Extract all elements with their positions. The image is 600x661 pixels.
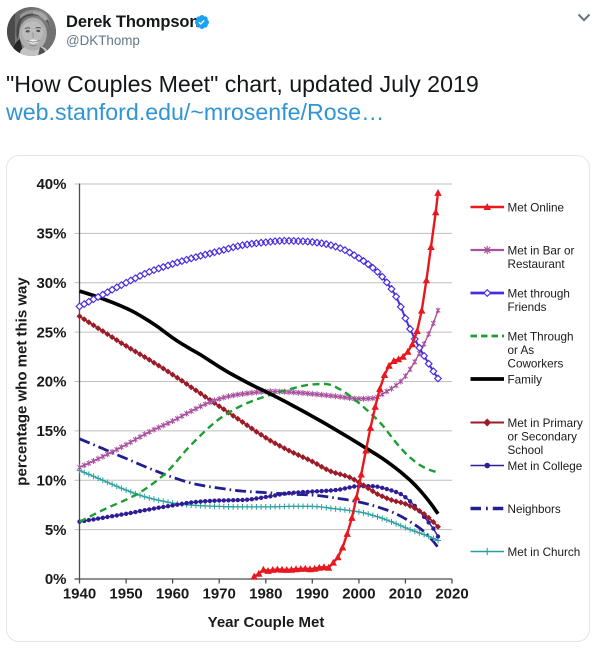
svg-text:Met Through: Met Through <box>508 330 574 343</box>
svg-text:Met in Bar or: Met in Bar or <box>508 244 575 257</box>
svg-text:0%: 0% <box>45 571 67 588</box>
svg-text:Neighbors: Neighbors <box>508 503 561 516</box>
svg-text:20%: 20% <box>36 374 66 391</box>
svg-text:2010: 2010 <box>389 586 422 603</box>
svg-text:Met through: Met through <box>508 287 570 300</box>
svg-text:Friends: Friends <box>508 301 547 314</box>
svg-text:Met Online: Met Online <box>508 201 565 214</box>
svg-text:1960: 1960 <box>156 586 189 603</box>
svg-text:or As: or As <box>508 344 535 357</box>
svg-text:1990: 1990 <box>296 586 329 603</box>
svg-text:Met in Primary: Met in Primary <box>508 417 583 430</box>
svg-text:School: School <box>508 444 544 457</box>
svg-text:Restaurant: Restaurant <box>508 258 566 271</box>
svg-text:30%: 30% <box>36 275 66 292</box>
svg-text:5%: 5% <box>45 522 67 539</box>
svg-text:10%: 10% <box>36 472 66 489</box>
svg-text:Coworkers: Coworkers <box>508 357 564 370</box>
svg-text:percentage who met this way: percentage who met this way <box>14 277 31 486</box>
svg-text:35%: 35% <box>36 226 66 243</box>
svg-text:Met in Church: Met in Church <box>508 546 581 559</box>
svg-text:Year Couple Met: Year Couple Met <box>208 614 325 631</box>
svg-text:Met in College: Met in College <box>508 460 583 473</box>
svg-text:1980: 1980 <box>249 586 282 603</box>
svg-text:2000: 2000 <box>342 586 375 603</box>
svg-text:1940: 1940 <box>63 586 96 603</box>
svg-text:40%: 40% <box>36 176 66 193</box>
svg-text:1950: 1950 <box>109 586 142 603</box>
svg-text:25%: 25% <box>36 324 66 341</box>
svg-text:Family: Family <box>508 373 543 386</box>
svg-text:15%: 15% <box>36 423 66 440</box>
svg-text:1970: 1970 <box>203 586 236 603</box>
svg-text:2020: 2020 <box>435 586 468 603</box>
svg-text:or Secondary: or Secondary <box>508 430 578 443</box>
